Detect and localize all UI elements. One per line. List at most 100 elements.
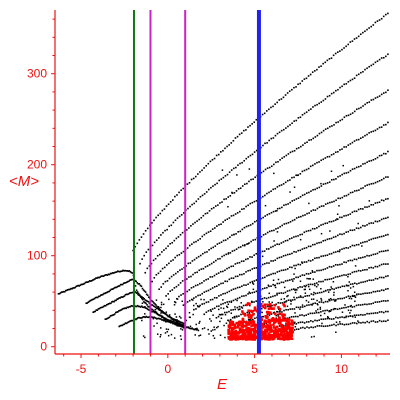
data-point	[296, 289, 298, 291]
data-point	[312, 320, 314, 323]
data-point	[385, 176, 387, 178]
data-point	[123, 307, 125, 310]
data-point	[278, 325, 281, 327]
data-point	[139, 306, 142, 308]
data-point	[308, 294, 311, 297]
data-point	[232, 139, 235, 142]
data-point	[158, 314, 161, 317]
data-point	[290, 334, 293, 338]
data-point	[295, 323, 298, 325]
data-point	[347, 171, 350, 174]
data-point	[359, 304, 362, 306]
data-point	[333, 291, 335, 294]
data-point	[293, 86, 295, 89]
data-point	[306, 277, 308, 280]
data-point	[104, 305, 107, 307]
data-point	[234, 213, 237, 215]
data-point	[284, 291, 287, 294]
data-point	[264, 315, 267, 318]
data-point	[326, 309, 328, 312]
data-point	[328, 181, 331, 183]
data-point	[251, 313, 255, 316]
data-point	[318, 225, 320, 228]
data-point	[141, 258, 143, 260]
data-point	[332, 318, 335, 320]
data-point	[240, 313, 242, 316]
data-point	[351, 211, 354, 214]
data-point	[155, 312, 158, 315]
data-point	[244, 313, 246, 315]
data-point	[378, 19, 381, 21]
data-point	[354, 300, 356, 303]
data-point	[276, 257, 279, 260]
data-point	[150, 262, 153, 265]
data-point	[320, 65, 322, 67]
data-point	[364, 292, 366, 295]
data-point	[124, 269, 126, 272]
data-point	[341, 311, 344, 313]
data-point	[233, 249, 236, 252]
data-point	[190, 327, 192, 330]
data-point	[159, 314, 162, 317]
data-point	[254, 220, 256, 223]
data-point	[320, 318, 323, 321]
data-point	[299, 82, 301, 85]
data-point	[368, 292, 371, 294]
data-point	[328, 298, 330, 301]
data-point	[78, 285, 81, 287]
data-point	[165, 295, 167, 297]
data-point	[358, 165, 360, 168]
data-point	[188, 316, 191, 318]
data-point	[208, 333, 210, 335]
data-point	[166, 330, 169, 333]
axes	[54, 10, 390, 355]
data-point	[300, 145, 302, 148]
data-point	[193, 328, 196, 331]
data-point	[175, 316, 178, 318]
data-point	[186, 326, 188, 329]
data-point	[308, 288, 311, 291]
data-point	[326, 317, 329, 320]
data-point	[265, 326, 268, 329]
data-point	[337, 286, 340, 289]
data-point	[128, 280, 130, 283]
data-point	[245, 258, 247, 261]
data-point	[130, 319, 133, 322]
data-point	[245, 271, 247, 273]
data-point	[353, 322, 356, 324]
data-point	[270, 246, 272, 249]
data-point	[223, 311, 226, 314]
data-point	[131, 272, 134, 274]
data-point	[192, 223, 194, 225]
data-point	[60, 291, 63, 293]
data-point	[268, 274, 270, 276]
data-point	[110, 302, 112, 305]
data-point	[320, 185, 323, 187]
data-point	[267, 326, 271, 329]
data-point	[343, 146, 345, 148]
data-point	[362, 31, 364, 34]
data-point	[249, 202, 252, 205]
data-point	[217, 204, 219, 206]
data-point	[289, 191, 291, 193]
data-point	[322, 318, 325, 321]
data-point	[195, 296, 197, 298]
data-point	[94, 278, 96, 280]
data-point	[227, 328, 230, 332]
data-point	[372, 98, 375, 101]
data-point	[159, 270, 162, 273]
data-point	[205, 191, 208, 193]
data-point	[122, 295, 125, 298]
data-point	[105, 303, 108, 306]
data-point	[150, 316, 153, 318]
data-point	[352, 295, 354, 298]
data-point	[318, 102, 320, 105]
data-point	[100, 275, 102, 278]
data-point	[364, 185, 366, 187]
data-point	[213, 286, 216, 288]
data-point	[188, 311, 191, 314]
data-point	[335, 321, 338, 323]
data-point	[349, 273, 352, 275]
data-point	[313, 227, 316, 230]
data-point	[366, 292, 368, 294]
